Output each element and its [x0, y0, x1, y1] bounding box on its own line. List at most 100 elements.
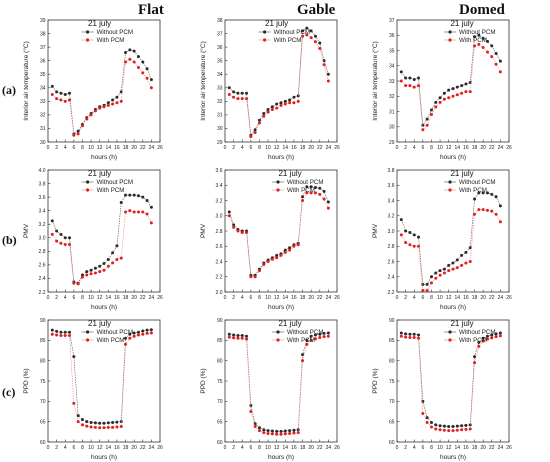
data-point	[399, 218, 403, 222]
data-point	[68, 333, 72, 337]
data-point	[490, 333, 494, 337]
data-point	[89, 268, 93, 272]
data-point	[451, 87, 455, 91]
data-point	[322, 335, 326, 339]
data-point	[55, 90, 59, 94]
data-point	[85, 117, 89, 121]
data-point	[102, 421, 106, 425]
y-tick-label: 35	[389, 48, 395, 54]
data-point	[313, 337, 317, 341]
data-point	[318, 332, 322, 336]
data-point	[145, 67, 149, 71]
data-point	[460, 428, 464, 432]
y-tick-label: 3.6	[39, 195, 46, 201]
y-tick-label: 3.6	[216, 168, 223, 174]
data-point	[266, 110, 270, 114]
data-point	[232, 225, 236, 229]
data-point	[111, 98, 115, 102]
data-point	[477, 340, 481, 344]
data-point	[102, 268, 106, 272]
legend-label: With PCM	[97, 187, 125, 194]
data-point	[464, 427, 468, 431]
row-label-b: (b)	[2, 233, 17, 247]
data-point	[50, 93, 54, 97]
x-tick-label: 16	[463, 145, 469, 151]
x-tick-label: 4	[413, 445, 416, 451]
y-tick-label: 90	[217, 318, 223, 324]
y-tick-label: 31	[217, 113, 223, 119]
y-tick-label: 30	[217, 126, 223, 132]
data-point	[408, 243, 412, 247]
data-point	[438, 424, 442, 428]
data-point	[417, 244, 421, 248]
y-tick-label: 29	[389, 140, 395, 146]
data-point	[270, 432, 274, 436]
data-point	[498, 331, 502, 335]
x-tick-label: 4	[413, 295, 416, 301]
data-point	[412, 244, 416, 248]
data-point	[477, 33, 481, 37]
x-tick-label: 4	[64, 445, 67, 451]
legend-label: With PCM	[97, 337, 125, 344]
data-point	[442, 97, 446, 101]
data-point	[434, 100, 438, 104]
data-point	[473, 361, 477, 365]
data-point	[72, 281, 76, 285]
y-axis-label: Interior air temperature (°C)	[371, 41, 379, 121]
data-point	[494, 62, 498, 66]
data-point	[236, 333, 240, 337]
data-point	[473, 44, 477, 48]
y-tick-label: 32	[217, 99, 223, 105]
data-point	[283, 432, 287, 436]
data-point	[460, 263, 464, 267]
x-tick-label: 16	[114, 445, 120, 451]
y-tick-label: 75	[217, 379, 223, 385]
data-point	[305, 185, 309, 189]
y-tick-label: 38	[217, 18, 223, 24]
data-point	[85, 270, 89, 274]
legend-marker	[448, 38, 452, 42]
y-tick-label: 35	[217, 58, 223, 64]
data-point	[93, 421, 97, 425]
x-tick-label: 22	[140, 145, 146, 151]
x-tick-label: 0	[47, 295, 50, 301]
data-point	[266, 431, 270, 435]
data-point	[136, 194, 140, 198]
data-point	[421, 288, 425, 292]
data-point	[481, 336, 485, 340]
data-point	[249, 403, 253, 407]
data-point	[59, 98, 63, 102]
data-point	[412, 85, 416, 89]
data-point	[455, 266, 459, 270]
data-point	[141, 329, 145, 333]
data-point	[283, 102, 287, 106]
data-point	[227, 210, 231, 214]
data-point	[455, 93, 459, 97]
data-point	[240, 231, 244, 235]
data-point	[425, 123, 429, 127]
data-point	[447, 263, 451, 267]
data-point	[253, 128, 257, 132]
y-tick-label: 65	[389, 419, 395, 425]
data-point	[442, 267, 446, 271]
data-point	[309, 338, 313, 342]
data-point	[429, 281, 433, 285]
data-point	[266, 107, 270, 111]
data-point	[309, 191, 313, 195]
legend-marker	[276, 188, 280, 192]
data-point	[442, 271, 446, 275]
x-tick-label: 20	[308, 445, 314, 451]
data-point	[102, 426, 106, 430]
data-point	[451, 261, 455, 265]
y-tick-label: 4.0	[39, 168, 46, 174]
data-point	[119, 99, 123, 103]
x-tick-label: 10	[265, 445, 271, 451]
data-point	[429, 420, 433, 424]
data-point	[399, 331, 403, 335]
data-point	[399, 334, 403, 338]
data-point	[425, 282, 429, 286]
data-point	[326, 72, 330, 76]
data-point	[318, 192, 322, 196]
x-tick-label: 22	[489, 145, 495, 151]
data-point	[80, 275, 84, 279]
